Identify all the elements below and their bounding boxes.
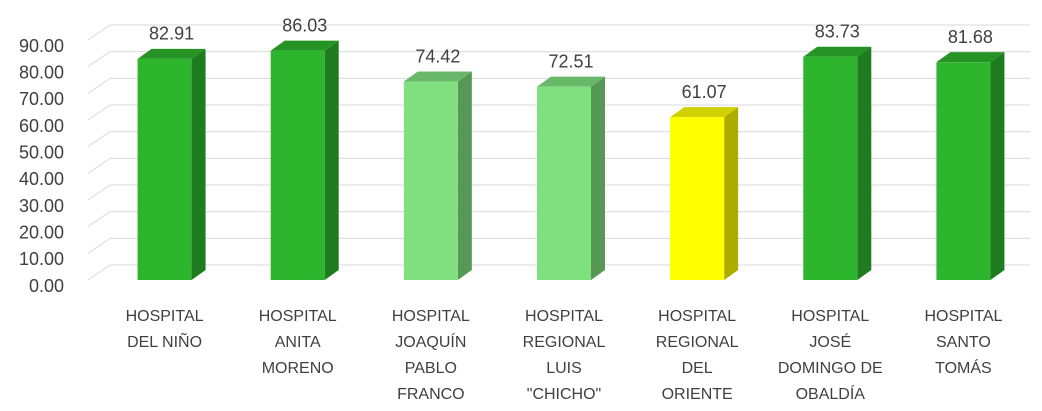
y-tick-label: 80.00 bbox=[19, 62, 64, 82]
y-tick-label: 70.00 bbox=[19, 89, 64, 109]
bar-top bbox=[137, 48, 206, 59]
y-tick-label: 0.00 bbox=[29, 276, 64, 296]
bar-top bbox=[403, 71, 472, 82]
bar-side bbox=[457, 71, 472, 281]
bar-top bbox=[537, 76, 605, 87]
grid-line bbox=[87, 77, 1030, 94]
bar-side bbox=[724, 107, 739, 280]
y-tick-label: 20.00 bbox=[19, 222, 64, 242]
data-label: 86.03 bbox=[282, 15, 327, 35]
y-tick-label: 40.00 bbox=[19, 169, 64, 189]
x-tick-label: HOSPITAL SANTO TOMÁS bbox=[924, 308, 1003, 377]
grid-line bbox=[87, 104, 1030, 121]
data-label: 72.51 bbox=[548, 51, 593, 71]
bar bbox=[936, 62, 991, 280]
data-label: 74.42 bbox=[415, 46, 460, 66]
bar bbox=[537, 86, 591, 280]
bar-side bbox=[324, 40, 339, 280]
x-tick-label: HOSPITAL ANITA MORENO bbox=[258, 308, 337, 377]
bar bbox=[803, 56, 858, 280]
bar-top bbox=[803, 46, 872, 57]
bar bbox=[270, 50, 325, 280]
bar-top bbox=[270, 40, 339, 51]
bar-side bbox=[191, 48, 206, 281]
data-label: 82.91 bbox=[149, 24, 194, 44]
bar-side bbox=[990, 52, 1005, 280]
data-label: 81.68 bbox=[948, 27, 993, 47]
y-tick-label: 30.00 bbox=[19, 196, 64, 216]
x-tick-label: HOSPITAL REGIONAL DEL ORIENTE bbox=[655, 308, 739, 403]
bar-side bbox=[591, 76, 605, 280]
bar-top bbox=[670, 107, 739, 118]
y-tick-label: 50.00 bbox=[19, 142, 64, 162]
data-label: 61.07 bbox=[682, 82, 727, 102]
data-label: 83.73 bbox=[815, 21, 860, 41]
x-tick-label: HOSPITAL REGIONAL LUIS "CHICHO" bbox=[522, 308, 606, 403]
x-tick-label: HOSPITAL JOAQUÍN PABLO FRANCO bbox=[391, 308, 470, 403]
y-tick-label: 90.00 bbox=[19, 36, 64, 56]
bar-top bbox=[936, 52, 1005, 63]
bar bbox=[403, 81, 458, 281]
bar-side bbox=[857, 46, 872, 280]
grid-line bbox=[87, 24, 1030, 41]
y-tick-label: 10.00 bbox=[19, 249, 64, 269]
bar bbox=[670, 117, 725, 280]
bar bbox=[137, 58, 192, 281]
grid-line bbox=[87, 51, 1030, 68]
x-tick-label: HOSPITAL DEL NIÑO bbox=[125, 308, 204, 351]
x-tick-label: HOSPITAL JOSÉ DOMINGO DE OBALDÍA bbox=[777, 308, 883, 403]
y-tick-label: 60.00 bbox=[19, 116, 64, 136]
